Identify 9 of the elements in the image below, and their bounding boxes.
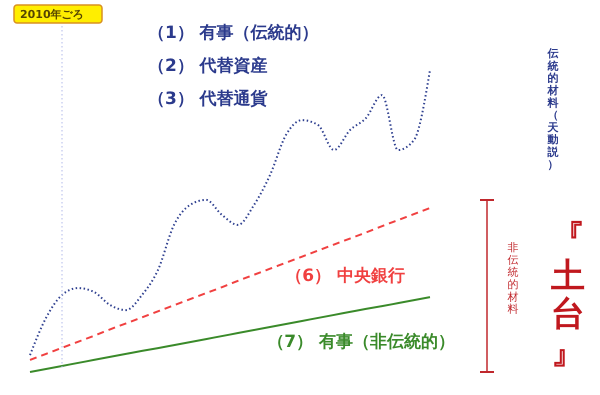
text: 2010年ごろ xyxy=(20,8,84,21)
text: 非伝統的材料 xyxy=(506,241,518,316)
annotation: （3） 代替通貨 xyxy=(148,89,268,109)
text: （1） 有事（伝統的） xyxy=(148,23,319,43)
text: 伝統的材料（天動説） xyxy=(548,47,558,171)
text: 『土台』 xyxy=(550,218,585,372)
annotation: （2） 代替資産 xyxy=(148,56,268,76)
series-label: （7） 有事（非伝統的） xyxy=(267,332,455,352)
series-label: （6） 中央銀行 xyxy=(285,266,405,286)
